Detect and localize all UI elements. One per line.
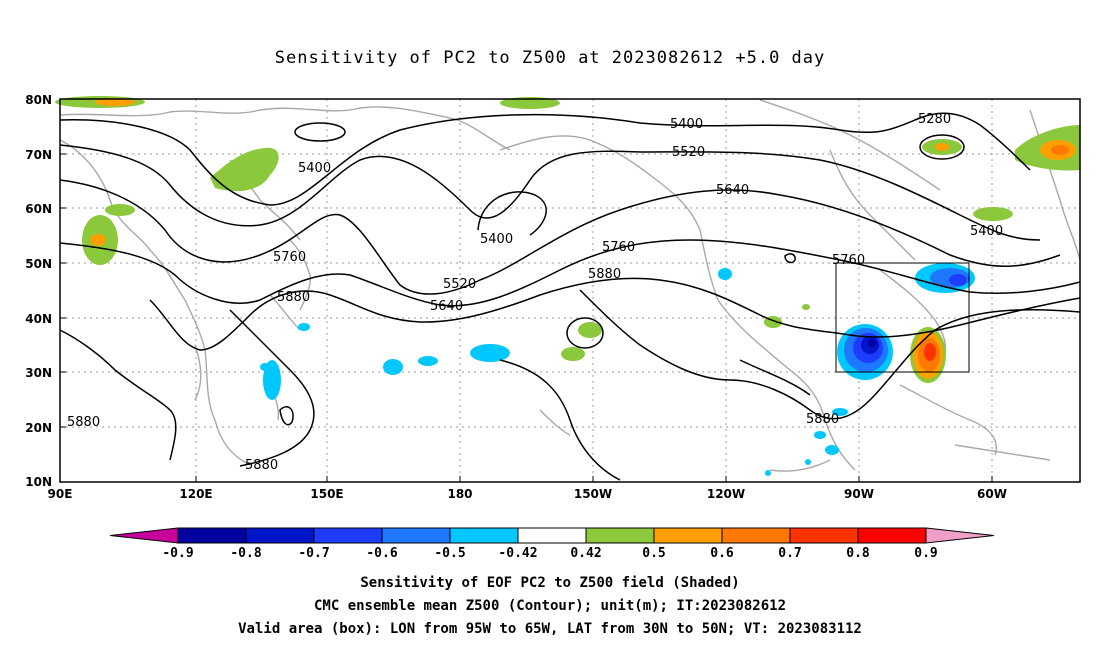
- contour-label: 5640: [430, 299, 463, 314]
- colorbar-label: -0.7: [298, 546, 329, 561]
- lon-label: 150E: [310, 487, 343, 501]
- contour-label: 5880: [245, 458, 278, 473]
- colorbar-box: [313, 527, 383, 544]
- colorbar-right-triangle: [925, 527, 995, 544]
- contour-label: 5880: [277, 290, 310, 305]
- lon-label: 90E: [48, 487, 73, 501]
- contour-label: 5880: [588, 267, 621, 282]
- lat-label: 70N: [25, 148, 52, 162]
- colorbar-label: 0.42: [570, 546, 601, 561]
- colorbar-label: 0.7: [778, 546, 801, 561]
- colorbar-box: [585, 527, 655, 544]
- contour-label: 5520: [443, 277, 476, 292]
- contour-label: 5760: [602, 240, 635, 255]
- colorbar-label: 0.9: [914, 546, 937, 561]
- colorbar-label: -0.5: [434, 546, 465, 561]
- lon-label: 150W: [574, 487, 612, 501]
- contour-label: 5400: [298, 161, 331, 176]
- colorbar-label: -0.6: [366, 546, 397, 561]
- contour-label: 5280: [918, 112, 951, 127]
- contour-label: 5520: [672, 145, 705, 160]
- contour-label: 5400: [970, 224, 1003, 239]
- colorbar-left-triangle: [109, 527, 179, 544]
- latitude-labels: 80N 70N 60N 50N 40N 30N 20N 10N: [25, 93, 52, 489]
- lat-label: 30N: [25, 366, 52, 380]
- lon-label: 60W: [977, 487, 1007, 501]
- longitude-labels: 90E 120E 150E 180 150W 120W 90W 60W: [48, 487, 1007, 501]
- valid-area-box: [835, 262, 970, 373]
- caption-line-2: CMC ensemble mean Z500 (Contour); unit(m…: [313, 598, 786, 614]
- lat-label: 50N: [25, 257, 52, 271]
- colorbar-label: 0.5: [642, 546, 665, 561]
- colorbar-box: [721, 527, 791, 544]
- map-panel: 5400 5400 5400 5280 5520 5640 5760 5760 …: [25, 93, 1081, 501]
- map-frame: [59, 98, 1081, 483]
- caption-line-1: Sensitivity of EOF PC2 to Z500 field (Sh…: [360, 575, 740, 591]
- grid-lines: [60, 99, 1080, 482]
- colorbar-box: [245, 527, 315, 544]
- colorbar: -0.9 -0.8 -0.7 -0.6 -0.5 -0.42 0.42 0.5 0.6 0.7 0.…: [109, 527, 995, 561]
- colorbar-label: -0.8: [230, 546, 261, 561]
- colorbar-box: [517, 527, 587, 544]
- colorbar-box: [789, 527, 859, 544]
- colorbar-box: [653, 527, 723, 544]
- colorbar-label: 0.6: [710, 546, 734, 561]
- tick-marks: [60, 153, 993, 482]
- contour-label: 5400: [670, 117, 703, 132]
- lat-label: 40N: [25, 312, 52, 326]
- colorbar-label: -0.9: [162, 546, 193, 561]
- contour-label: 5760: [832, 253, 865, 268]
- contour-label: 5400: [480, 232, 513, 247]
- colorbar-label: 0.8: [846, 546, 870, 561]
- colorbar-label: -0.42: [498, 546, 537, 561]
- lon-label: 180: [447, 487, 472, 501]
- caption-line-3: Valid area (box): LON from 95W to 65W, L…: [238, 621, 862, 637]
- colorbar-box: [857, 527, 927, 544]
- contour-label: 5760: [273, 250, 306, 265]
- lon-label: 90W: [844, 487, 874, 501]
- lat-label: 20N: [25, 421, 52, 435]
- lat-label: 10N: [25, 475, 52, 489]
- lon-label: 120E: [179, 487, 212, 501]
- colorbar-box: [449, 527, 519, 544]
- contour-labels: 5400 5400 5400 5280 5520 5640 5760 5760 …: [67, 112, 1003, 473]
- z500-contours: [59, 112, 1081, 481]
- lat-label: 80N: [25, 93, 52, 107]
- lat-label: 60N: [25, 202, 52, 216]
- contour-label: 5880: [806, 412, 839, 427]
- contour-label: 5640: [716, 183, 749, 198]
- lon-label: 120W: [707, 487, 745, 501]
- map-title: Sensitivity of PC2 to Z500 at 2023082612…: [274, 48, 826, 68]
- contour-label: 5880: [67, 415, 100, 430]
- colorbar-box: [177, 527, 247, 544]
- colorbar-box: [381, 527, 451, 544]
